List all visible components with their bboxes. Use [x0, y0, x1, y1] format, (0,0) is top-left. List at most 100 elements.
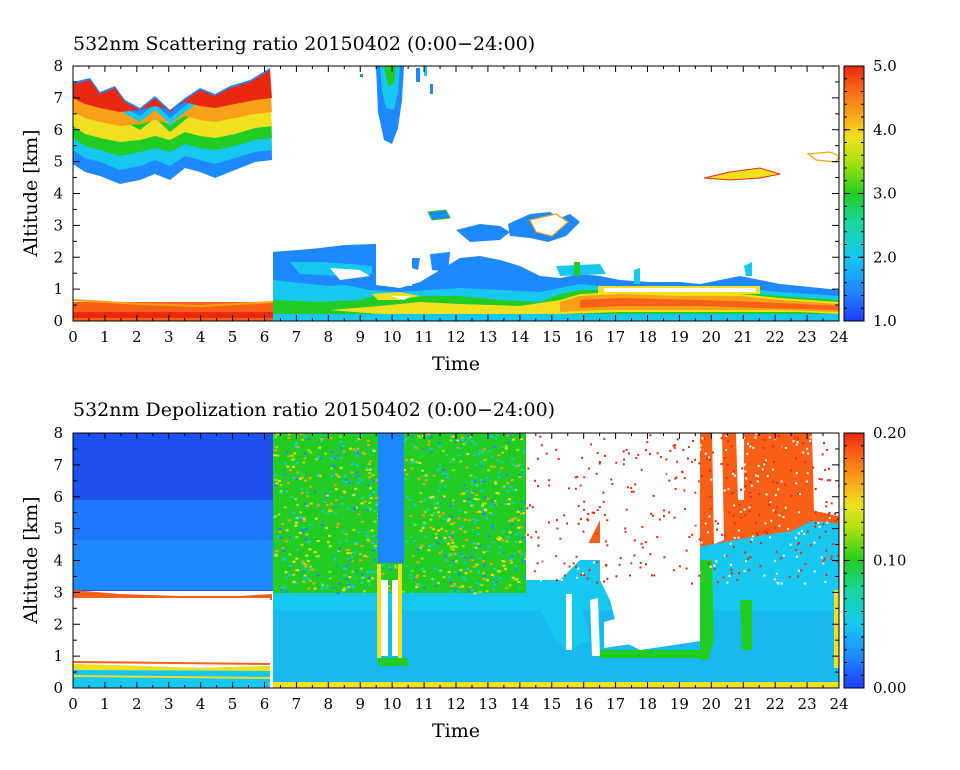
dust-speck — [825, 573, 828, 576]
noise-speck — [279, 484, 283, 487]
dust-speck — [800, 551, 803, 554]
noise-speck — [448, 536, 452, 538]
dust-speck — [648, 453, 651, 455]
dust-speck — [588, 467, 590, 470]
depolization-xtick-label: 12 — [446, 695, 465, 713]
dust-speck — [665, 481, 668, 484]
noise-speck — [436, 569, 440, 572]
noise-speck — [288, 564, 292, 567]
dust-speck — [714, 534, 717, 537]
noise-speck — [278, 527, 281, 530]
dust-speck — [818, 536, 821, 539]
dust-speck — [558, 547, 561, 550]
noise-speck — [357, 437, 361, 440]
noise-speck — [304, 503, 307, 505]
dust-speck — [797, 532, 800, 535]
noise-speck — [368, 460, 372, 463]
depolization-xtick-label: 15 — [542, 695, 561, 713]
noise-speck — [457, 454, 460, 457]
noise-speck — [449, 533, 453, 536]
noise-speck — [437, 506, 441, 509]
dust-speck — [555, 448, 558, 451]
noise-speck — [365, 468, 369, 471]
noise-speck — [321, 584, 325, 587]
noise-speck — [309, 485, 313, 488]
dust-speck — [586, 577, 589, 580]
noise-speck — [302, 576, 306, 579]
noise-speck — [337, 541, 341, 544]
noise-speck — [373, 570, 377, 573]
noise-speck — [304, 565, 308, 568]
dust-speck — [803, 582, 806, 585]
dust-speck — [717, 522, 719, 525]
noise-speck — [274, 478, 278, 481]
noise-speck — [367, 540, 371, 542]
noise-speck — [393, 564, 397, 567]
dust-speck — [700, 541, 703, 544]
noise-speck — [522, 450, 526, 453]
noise-speck — [409, 569, 413, 572]
dust-speck — [605, 563, 608, 566]
dust-speck — [708, 515, 711, 518]
dust-speck — [630, 490, 633, 493]
dust-speck — [548, 468, 551, 471]
dust-speck — [539, 435, 542, 438]
noise-speck — [302, 461, 305, 464]
dust-speck — [595, 496, 597, 499]
dust-speck — [598, 461, 601, 463]
noise-speck — [449, 545, 453, 548]
noise-speck — [429, 451, 433, 454]
dust-speck — [813, 570, 816, 573]
noise-speck — [429, 448, 433, 450]
dust-speck — [819, 436, 822, 439]
dust-speck — [722, 576, 725, 579]
scattering-xtick-label: 23 — [798, 328, 817, 346]
dust-speck — [778, 524, 781, 527]
noise-speck — [432, 474, 436, 477]
dust-speck — [748, 492, 751, 494]
dust-speck — [662, 509, 665, 512]
noise-speck — [475, 494, 479, 497]
dust-speck — [721, 520, 724, 523]
dust-speck — [679, 474, 682, 477]
noise-speck — [337, 550, 341, 553]
noise-speck — [320, 438, 324, 441]
scattering-ytick-label: 6 — [53, 121, 63, 139]
dust-speck — [828, 517, 831, 520]
noise-speck — [462, 443, 466, 446]
noise-speck — [279, 490, 283, 493]
noise-speck — [482, 560, 485, 563]
dust-speck — [673, 516, 676, 519]
noise-speck — [283, 586, 287, 589]
dust-speck — [639, 562, 642, 564]
dust-speck — [645, 563, 647, 566]
dust-speck — [548, 521, 551, 524]
noise-speck — [408, 498, 412, 501]
noise-speck — [454, 546, 458, 549]
depolization-xtick-label: 19 — [670, 695, 689, 713]
scattering-xtick-label: 22 — [766, 328, 785, 346]
noise-speck — [511, 501, 515, 504]
noise-speck — [344, 568, 348, 571]
noise-speck — [338, 582, 342, 585]
noise-speck — [292, 476, 295, 479]
dust-speck — [788, 575, 791, 578]
noise-speck — [401, 590, 405, 593]
noise-speck — [513, 564, 517, 567]
dust-speck — [805, 480, 808, 483]
noise-speck — [283, 462, 287, 465]
dust-speck — [574, 533, 577, 536]
noise-speck — [402, 469, 406, 471]
noise-speck — [313, 551, 317, 553]
scattering-xtick-label: 3 — [164, 328, 174, 346]
dust-speck — [761, 468, 764, 471]
scattering-colorbar-ticks: 1.0 2.0 3.0 4.0 5.0 — [844, 57, 897, 330]
noise-speck — [352, 494, 356, 497]
noise-speck — [348, 576, 352, 579]
dust-speck — [600, 550, 603, 553]
noise-speck — [353, 577, 357, 580]
noise-speck — [427, 549, 431, 552]
noise-speck — [275, 484, 279, 487]
noise-speck — [475, 483, 479, 486]
noise-speck — [422, 447, 426, 450]
